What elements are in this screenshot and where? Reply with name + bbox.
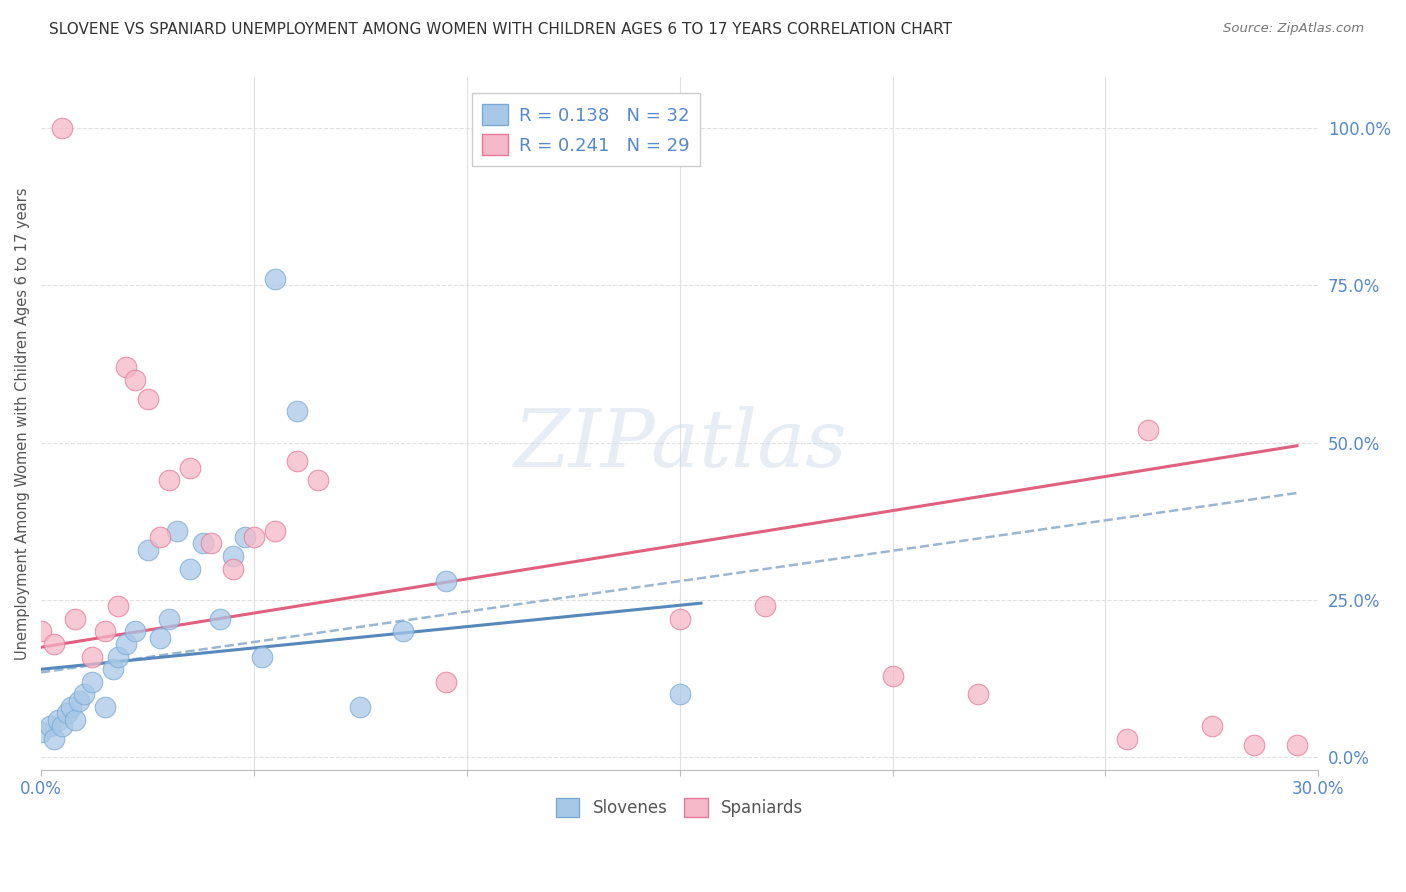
Point <box>392 624 415 639</box>
Point <box>30 725 52 739</box>
Point <box>149 530 172 544</box>
Point <box>42 637 65 651</box>
Point <box>124 373 146 387</box>
Text: Source: ZipAtlas.com: Source: ZipAtlas.com <box>1223 22 1364 36</box>
Point <box>1115 731 1137 746</box>
Point <box>157 612 180 626</box>
Point <box>124 624 146 639</box>
Point <box>191 536 214 550</box>
Point <box>115 637 138 651</box>
Point <box>94 700 117 714</box>
Point <box>221 561 243 575</box>
Point <box>42 731 65 746</box>
Point <box>264 524 287 538</box>
Text: SLOVENE VS SPANIARD UNEMPLOYMENT AMONG WOMEN WITH CHILDREN AGES 6 TO 17 YEARS CO: SLOVENE VS SPANIARD UNEMPLOYMENT AMONG W… <box>49 22 952 37</box>
Point <box>51 719 73 733</box>
Point <box>434 574 457 588</box>
Point <box>67 694 90 708</box>
Point <box>221 549 243 563</box>
Point <box>200 536 222 550</box>
Point <box>115 359 138 374</box>
Point <box>252 649 274 664</box>
Point <box>166 524 188 538</box>
Point <box>157 474 180 488</box>
Point <box>668 612 690 626</box>
Point <box>349 700 371 714</box>
Legend: Slovenes, Spaniards: Slovenes, Spaniards <box>550 791 810 824</box>
Point <box>94 624 117 639</box>
Point <box>30 624 52 639</box>
Point <box>235 530 257 544</box>
Y-axis label: Unemployment Among Women with Children Ages 6 to 17 years: Unemployment Among Women with Children A… <box>15 187 30 660</box>
Point <box>966 688 988 702</box>
Point <box>149 631 172 645</box>
Point <box>107 649 129 664</box>
Point <box>1136 423 1159 437</box>
Point <box>668 688 690 702</box>
Point <box>103 662 125 676</box>
Point <box>434 674 457 689</box>
Text: ZIPatlas: ZIPatlas <box>513 406 846 483</box>
Point <box>754 599 776 614</box>
Point <box>179 460 201 475</box>
Point <box>285 454 308 468</box>
Point <box>179 561 201 575</box>
Point <box>882 668 904 682</box>
Point <box>82 674 104 689</box>
Point <box>63 612 86 626</box>
Point <box>59 700 82 714</box>
Point <box>38 719 60 733</box>
Point <box>1243 738 1265 752</box>
Point <box>107 599 129 614</box>
Point <box>82 649 104 664</box>
Point <box>285 404 308 418</box>
Point <box>51 120 73 135</box>
Point <box>136 392 159 406</box>
Point <box>136 542 159 557</box>
Point <box>208 612 231 626</box>
Point <box>243 530 266 544</box>
Point <box>46 713 69 727</box>
Point <box>63 713 86 727</box>
Point <box>264 272 287 286</box>
Point <box>1285 738 1308 752</box>
Point <box>73 688 96 702</box>
Point <box>307 474 329 488</box>
Point <box>1201 719 1223 733</box>
Point <box>55 706 77 721</box>
